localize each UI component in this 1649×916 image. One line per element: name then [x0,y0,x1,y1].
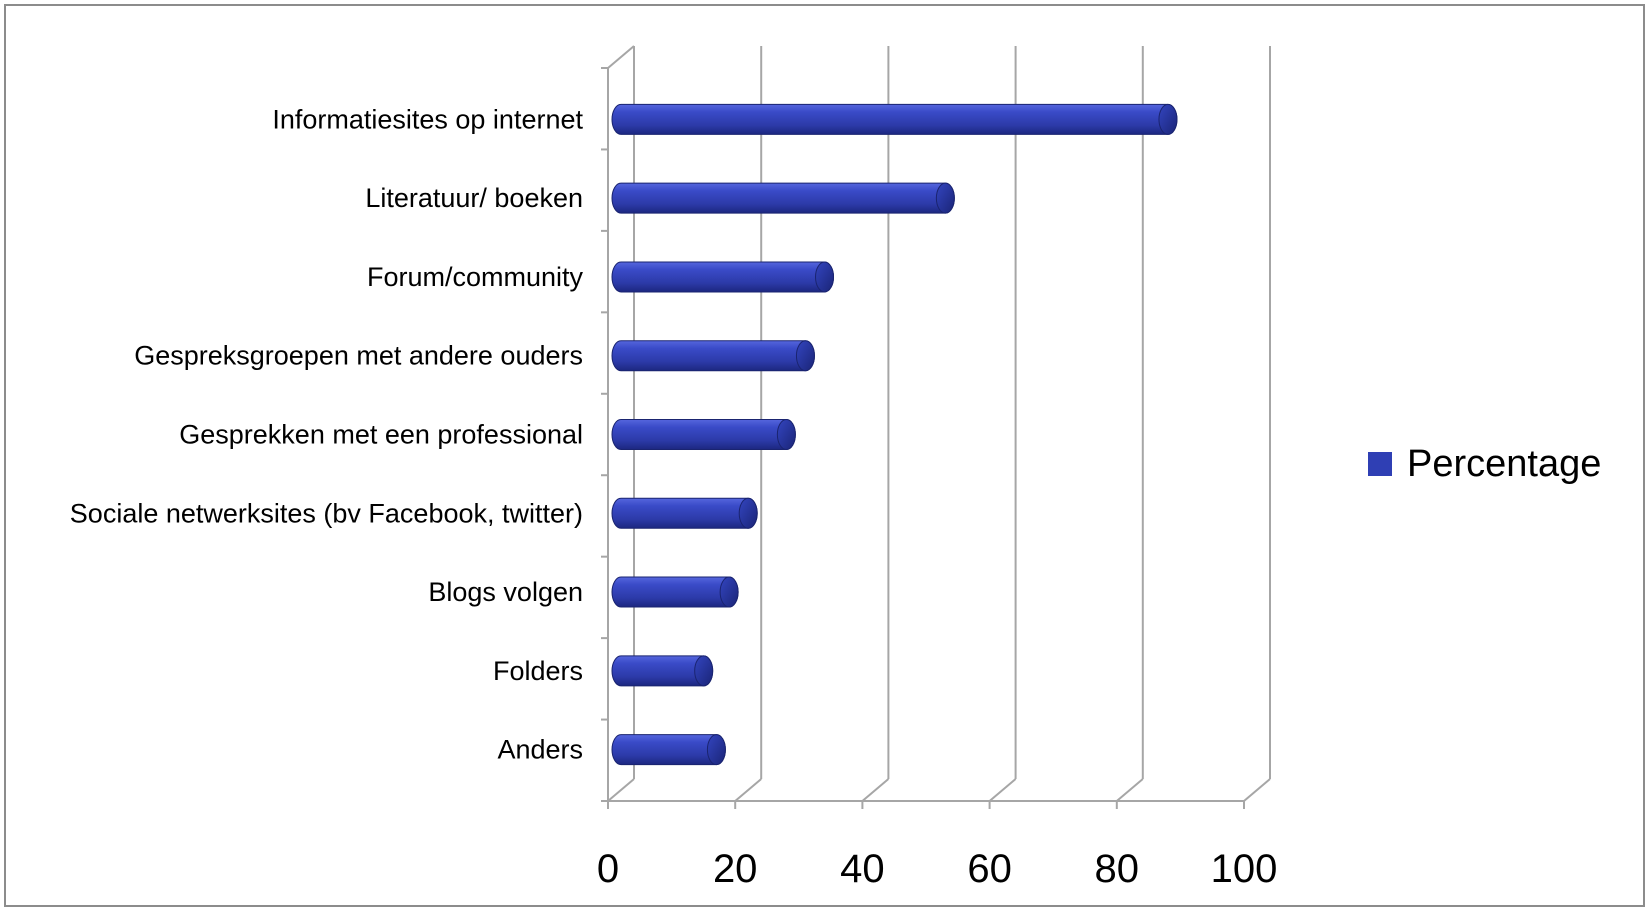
bar-cap [815,261,835,293]
bar-body [611,182,955,214]
floor-gridline [1116,778,1144,802]
bar-body [611,497,758,529]
floor-gridline [607,778,635,802]
category-label: Gespreksgroepen met andere ouders [134,341,583,371]
category-labels: Informatiesites op internet Literatuur/ b… [70,104,584,764]
floor-gridline [861,778,890,802]
bar [611,419,796,450]
x-tick-label: 0 [597,847,619,891]
y-axis-top-edge [607,45,635,69]
gridlines [607,46,1271,802]
axes [601,45,1245,809]
bars [611,103,1178,766]
floor-gridline [988,778,1017,802]
bar-cap [706,734,726,766]
x-tick-label: 20 [713,847,758,891]
bar [611,655,714,687]
bar-cap [795,340,815,372]
x-tick-label: 40 [840,847,885,891]
legend: Percentage [1368,443,1601,485]
category-label: Informatiesites op internet [272,104,583,134]
bar [611,576,739,608]
legend-label-percentage: Percentage [1407,443,1601,485]
category-label: Gesprekken met een professional [179,420,583,450]
bar [611,261,835,293]
bar-cap [694,655,714,687]
x-tick-label: 60 [967,847,1012,891]
bar-body [611,261,834,293]
bar-body [611,340,815,372]
floor-gridline [734,778,762,802]
chart-border [4,4,1645,907]
bar [611,734,726,766]
category-label: Sociale netwerksites (bv Facebook, twitt… [70,498,583,528]
bar [611,103,1178,135]
bar-body [611,419,796,450]
category-label: Folders [493,656,583,686]
bar [611,182,955,214]
bar-cap [719,576,739,608]
x-tick-label: 100 [1211,847,1278,891]
bar-cap [738,497,758,529]
bar-body [611,103,1178,135]
bar-cap [1158,103,1178,135]
bar-cap [935,182,955,214]
bar [611,340,815,372]
bar-body [611,576,739,608]
legend-swatch-percentage [1368,452,1392,476]
category-label: Blogs volgen [428,577,583,607]
category-label: Forum/community [367,262,584,292]
x-tick-labels: 0 20 40 60 80 100 [597,847,1278,891]
category-label: Literatuur/ boeken [365,183,583,213]
bar-cap [776,419,796,450]
category-label: Anders [497,735,583,765]
bar [611,497,758,529]
x-tick-label: 80 [1095,847,1140,891]
floor-gridline [1243,778,1271,802]
